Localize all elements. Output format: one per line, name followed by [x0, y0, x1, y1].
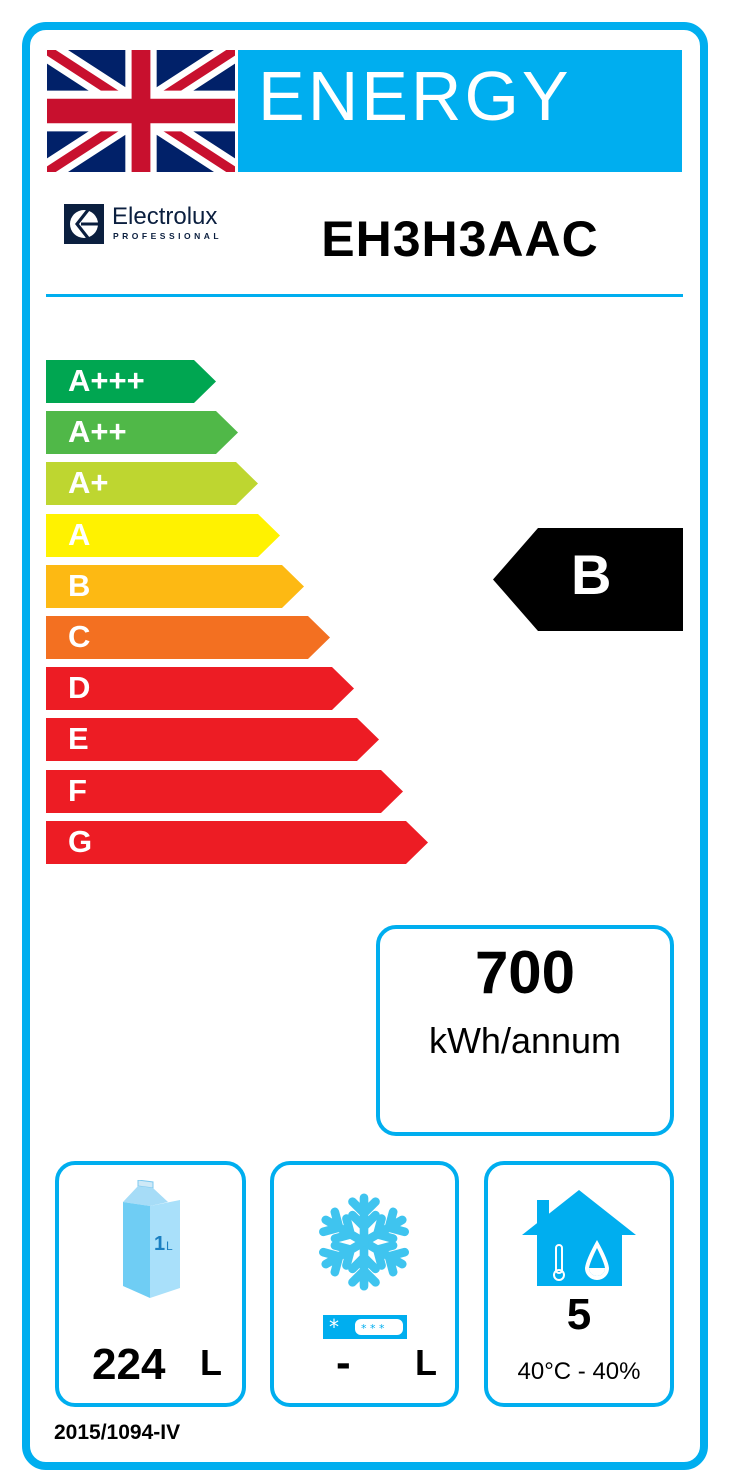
scale-bar-label: D [68, 670, 91, 706]
scale-bar-aplusplus: A++ [46, 411, 238, 455]
scale-bar-label: A+++ [68, 363, 145, 398]
frozen-unit: L [415, 1342, 437, 1383]
climate-class: 5 [566, 1290, 592, 1339]
scale-bar-c: C [46, 616, 330, 659]
scale-bar-shape [46, 616, 330, 659]
brand-subtitle: PROFESSIONAL [113, 231, 223, 241]
climate-box [484, 1161, 674, 1407]
scale-bar-label: G [68, 823, 93, 859]
scale-bar-label: A++ [68, 414, 127, 450]
scale-bar-f: F [46, 769, 403, 813]
svg-text:L: L [166, 1239, 173, 1253]
scale-bar-shape [46, 411, 238, 455]
rating-arrow-shape [493, 528, 683, 631]
climate-conditions: 40°C - 40% [517, 1358, 641, 1385]
scale-bar-shape [46, 462, 258, 506]
scale-bar-label: B [68, 567, 91, 603]
rating-arrow: B [493, 528, 683, 631]
svg-text:* * *: * * * [361, 1322, 385, 1335]
scale-bar-label: E [68, 721, 89, 757]
rating-class: B [571, 543, 612, 606]
frozen-box [270, 1161, 459, 1407]
model-number: EH3H3AAC [321, 211, 599, 267]
scale-bar-aplusplusplus: A+++ [46, 360, 216, 403]
united-kingdom-flag-icon [47, 50, 235, 172]
scale-bar-b: B [46, 564, 304, 608]
scale-bar-shape [46, 360, 216, 403]
energy-header [238, 50, 682, 172]
scale-bar-shape [46, 667, 354, 711]
snowflake-icon [316, 1193, 412, 1294]
brand-name: Electrolux [112, 203, 218, 230]
scale-bar-d: D [46, 667, 354, 711]
freezer-star-icon: * * * * [323, 1315, 407, 1339]
scale-bar-aplus: A+ [46, 462, 258, 506]
capacity-unit: L [200, 1342, 222, 1383]
capacity-box [55, 1161, 246, 1407]
label-frame [22, 22, 708, 1470]
consumption-unit: kWh/annum [428, 1020, 622, 1061]
regulation-reference: 2015/1094-IV [54, 1421, 181, 1444]
electrolux-logo-icon [64, 204, 104, 244]
scale-bar-shape [46, 564, 304, 608]
scale-bar-label: A+ [68, 465, 109, 501]
scale-bar-label: F [68, 772, 87, 808]
scale-bar-g: G [46, 820, 428, 864]
consumption-value: 700 [474, 939, 576, 1006]
house-climate-icon [522, 1190, 636, 1286]
scale-bar-label: C [68, 619, 91, 654]
scale-bar-shape [46, 718, 379, 762]
scale-bar-e: E [46, 718, 379, 762]
consumption-box [376, 925, 674, 1136]
scale-bar-shape [46, 513, 280, 557]
svg-text:1: 1 [154, 1233, 165, 1255]
energy-title: ENERGY [258, 57, 572, 135]
scale-bar-shape [46, 820, 428, 864]
divider [46, 294, 683, 297]
scale-bar-shape [46, 769, 403, 813]
milk-carton-icon: 1 L [123, 1180, 180, 1298]
svg-text:*: * [329, 1315, 339, 1339]
capacity-value: 224 [92, 1340, 166, 1389]
scale-bar-a: A [46, 513, 280, 557]
frozen-value: - [336, 1338, 351, 1387]
scale-bar-label: A [68, 516, 91, 552]
